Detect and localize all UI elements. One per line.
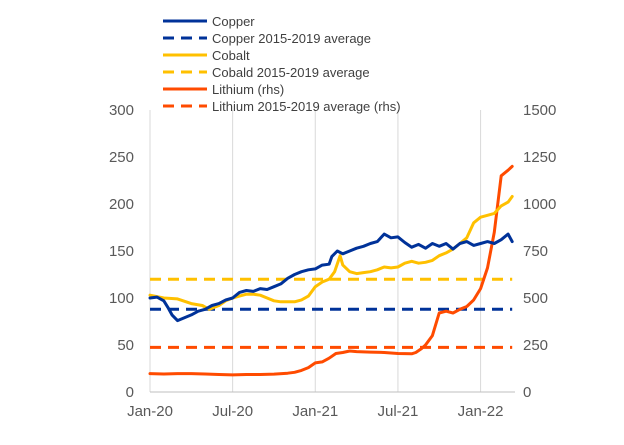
y2-tick-label: 750 — [523, 243, 548, 260]
x-tick-label: Jan-22 — [458, 403, 504, 420]
y2-tick-label: 1500 — [523, 102, 556, 119]
legend-label: Copper 2015-2019 average — [212, 31, 371, 46]
y2-tick-label: 1000 — [523, 196, 556, 213]
y-tick-label: 100 — [109, 290, 134, 307]
x-tick-label: Jan-21 — [292, 403, 338, 420]
y2-tick-label: 250 — [523, 337, 548, 354]
series-copper — [148, 232, 514, 323]
series-group — [148, 164, 514, 377]
series-lithium-rhs — [148, 164, 514, 377]
x-tick-label: Jul-20 — [212, 403, 253, 420]
legend-label: Lithium 2015-2019 average (rhs) — [212, 99, 401, 114]
y-tick-label: 200 — [109, 196, 134, 213]
y-tick-label: 250 — [109, 149, 134, 166]
y2-tick-label: 1250 — [523, 149, 556, 166]
legend-label: Copper — [212, 14, 255, 29]
series-cobalt — [148, 195, 514, 311]
legend-label: Cobald 2015-2019 average — [212, 65, 370, 80]
y-tick-label: 0 — [126, 384, 134, 401]
y-tick-label: 300 — [109, 102, 134, 119]
y-tick-label: 50 — [117, 337, 134, 354]
y2-axis: 0 250 500 750 1000 1250 1500 — [523, 102, 556, 401]
grid — [149, 110, 482, 392]
y-axis: 0 50 100 150 200 250 300 — [109, 102, 134, 401]
legend-label: Lithium (rhs) — [212, 82, 284, 97]
x-axis: Jan-20 Jul-20 Jan-21 Jul-21 Jan-22 — [127, 403, 503, 420]
legend-label: Cobalt — [212, 48, 250, 63]
x-tick-label: Jan-20 — [127, 403, 173, 420]
x-tick-label: Jul-21 — [377, 403, 418, 420]
legend: Copper Copper 2015-2019 average Cobalt Coba… — [163, 14, 401, 114]
y2-tick-label: 500 — [523, 290, 548, 307]
y2-tick-label: 0 — [523, 384, 531, 401]
y-tick-label: 150 — [109, 243, 134, 260]
